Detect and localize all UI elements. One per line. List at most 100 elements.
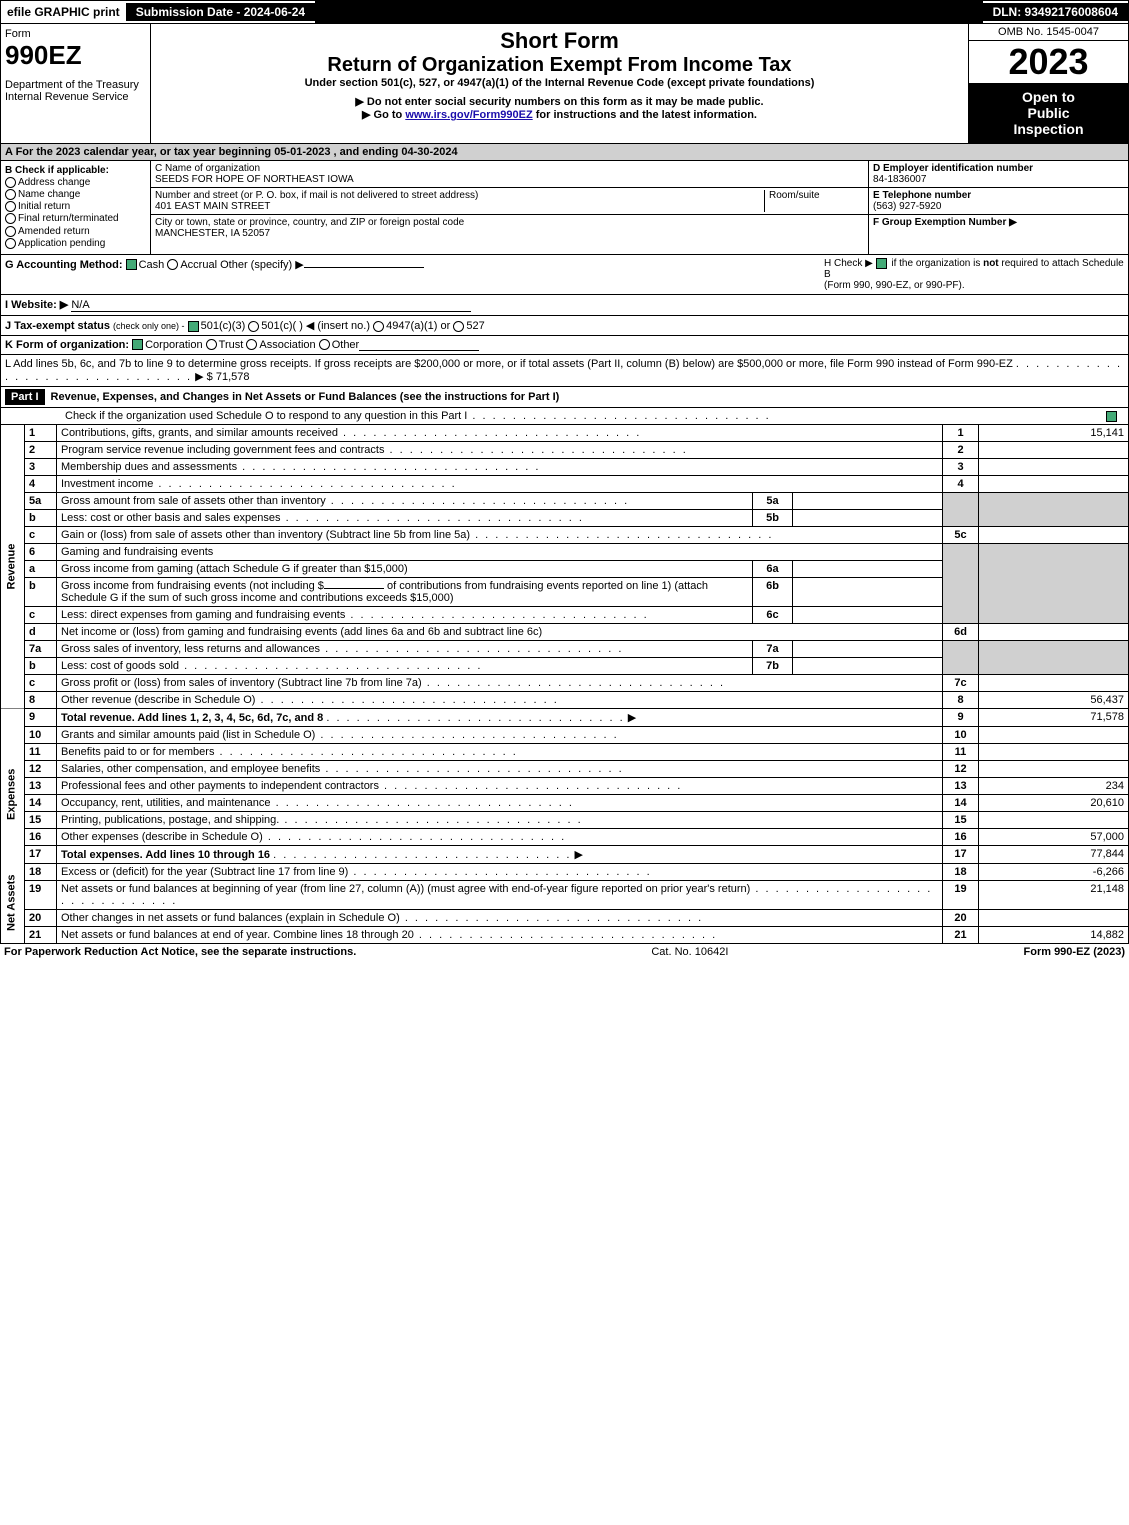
l6c-subamt — [793, 606, 943, 623]
other-specify-field[interactable] — [304, 267, 424, 268]
l6a-subamt — [793, 560, 943, 577]
l3-col: 3 — [943, 458, 979, 475]
info-grid: B Check if applicable: Address change Na… — [0, 161, 1129, 255]
l12-desc: Salaries, other compensation, and employ… — [57, 760, 943, 777]
l7c-num: c — [25, 674, 57, 691]
form-number: 990EZ — [5, 40, 146, 71]
l19-col: 19 — [943, 880, 979, 909]
l15-num: 15 — [25, 811, 57, 828]
cb-name-change[interactable]: Name change — [5, 189, 146, 200]
l7c-col: 7c — [943, 674, 979, 691]
section-d: D Employer identification number 84-1836… — [868, 161, 1128, 254]
l10-col: 10 — [943, 726, 979, 743]
cb-schedule-b[interactable] — [876, 258, 887, 269]
l16-num: 16 — [25, 828, 57, 845]
l8-amt: 56,437 — [979, 691, 1129, 708]
l11-desc: Benefits paid to or for members — [57, 743, 943, 760]
submission-date: Submission Date - 2024-06-24 — [126, 3, 315, 21]
efile-print[interactable]: efile GRAPHIC print — [1, 3, 126, 21]
l7b-desc: Less: cost of goods sold — [57, 657, 753, 674]
form-subtitle: Under section 501(c), 527, or 4947(a)(1)… — [155, 77, 964, 89]
l6b-blank[interactable] — [324, 588, 384, 589]
cb-schedule-o[interactable] — [1106, 411, 1117, 422]
room-suite-label: Room/suite — [764, 190, 864, 212]
netassets-sidelabel: Net Assets — [1, 863, 25, 943]
row-g-h: G Accounting Method: Cash Accrual Other … — [0, 255, 1129, 295]
l7c-amt — [979, 674, 1129, 691]
row-l: L Add lines 5b, 6c, and 7b to line 9 to … — [0, 355, 1129, 387]
j-opt4: 527 — [466, 320, 484, 332]
l20-desc: Other changes in net assets or fund bala… — [57, 909, 943, 926]
l1-num: 1 — [25, 425, 57, 442]
footer-right: Form 990-EZ (2023) — [1024, 946, 1126, 958]
note2-post: for instructions and the latest informat… — [533, 109, 757, 121]
l11-col: 11 — [943, 743, 979, 760]
l14-amt: 20,610 — [979, 794, 1129, 811]
cb-initial-return[interactable]: Initial return — [5, 201, 146, 212]
l7a-desc: Gross sales of inventory, less returns a… — [57, 640, 753, 657]
cb-corporation[interactable] — [132, 339, 143, 350]
cb-501c[interactable] — [248, 321, 259, 332]
l21-desc: Net assets or fund balances at end of ye… — [57, 926, 943, 943]
org-address: 401 EAST MAIN STREET — [155, 201, 764, 212]
cb-527[interactable] — [453, 321, 464, 332]
j-opt1: 501(c)(3) — [201, 320, 246, 332]
other-org-field[interactable] — [359, 339, 479, 351]
cash-label: Cash — [139, 259, 165, 271]
l6a-desc: Gross income from gaming (attach Schedul… — [57, 560, 753, 577]
cb-cash[interactable] — [126, 259, 137, 270]
ein-label: D Employer identification number — [873, 163, 1124, 174]
l6-shade-col — [943, 543, 979, 623]
row-h: H Check ▶ if the organization is not req… — [824, 258, 1124, 291]
city-label: City or town, state or province, country… — [155, 217, 864, 228]
l14-col: 14 — [943, 794, 979, 811]
cb-4947[interactable] — [373, 321, 384, 332]
cb-final-return[interactable]: Final return/terminated — [5, 213, 146, 224]
cb-trust[interactable] — [206, 339, 217, 350]
l5c-col: 5c — [943, 526, 979, 543]
lines-table: Revenue 1 Contributions, gifts, grants, … — [0, 425, 1129, 944]
part1-check-row: Check if the organization used Schedule … — [0, 408, 1129, 425]
l3-desc: Membership dues and assessments — [57, 458, 943, 475]
l1-col: 1 — [943, 425, 979, 442]
omb-number: OMB No. 1545-0047 — [969, 24, 1128, 41]
k-label: K Form of organization: — [5, 339, 129, 351]
l20-num: 20 — [25, 909, 57, 926]
topbar-spacer — [315, 1, 982, 23]
l7a-num: 7a — [25, 640, 57, 657]
l6-desc: Gaming and fundraising events — [57, 543, 943, 560]
l8-desc: Other revenue (describe in Schedule O) — [57, 691, 943, 708]
l20-amt — [979, 909, 1129, 926]
l8-col: 8 — [943, 691, 979, 708]
cb-amended-return[interactable]: Amended return — [5, 226, 146, 237]
l11-num: 11 — [25, 743, 57, 760]
l14-num: 14 — [25, 794, 57, 811]
l10-num: 10 — [25, 726, 57, 743]
cb-other-org[interactable] — [319, 339, 330, 350]
l6b-subamt — [793, 577, 943, 606]
l16-col: 16 — [943, 828, 979, 845]
l13-num: 13 — [25, 777, 57, 794]
l6-shade-amt — [979, 543, 1129, 623]
website-label: I Website: ▶ — [5, 299, 68, 311]
l12-num: 12 — [25, 760, 57, 777]
cb-application-pending[interactable]: Application pending — [5, 238, 146, 249]
l6d-amt — [979, 623, 1129, 640]
cb-accrual[interactable] — [167, 259, 178, 270]
l5c-desc: Gain or (loss) from sale of assets other… — [57, 526, 943, 543]
l6b-d1: Gross income from fundraising events (no… — [61, 580, 324, 592]
cb-501c3[interactable] — [188, 321, 199, 332]
l5b-sub: 5b — [753, 509, 793, 526]
cb-association[interactable] — [246, 339, 257, 350]
l12-amt — [979, 760, 1129, 777]
form-label: Form — [5, 28, 146, 40]
dln: DLN: 93492176008604 — [983, 3, 1128, 21]
l13-col: 13 — [943, 777, 979, 794]
l7c-desc: Gross profit or (loss) from sales of inv… — [57, 674, 943, 691]
k-other: Other — [332, 339, 360, 351]
instructions-link[interactable]: www.irs.gov/Form990EZ — [405, 109, 532, 121]
l7-shade-amt — [979, 640, 1129, 674]
l6c-num: c — [25, 606, 57, 623]
cb-address-change[interactable]: Address change — [5, 177, 146, 188]
l5b-subamt — [793, 509, 943, 526]
